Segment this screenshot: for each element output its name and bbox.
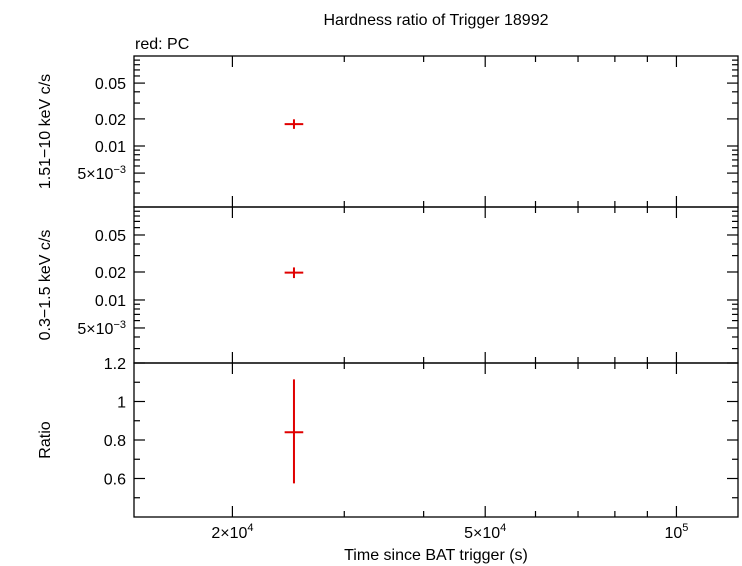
data-point — [284, 119, 304, 129]
x-tick-label-base: 10 — [482, 525, 500, 542]
panel-frame — [133, 362, 739, 518]
y-tick-label-text: 0.05 — [95, 228, 126, 245]
y-tick-label-text: 1.2 — [104, 356, 126, 373]
x-tick-label-exponent: 4 — [247, 522, 253, 534]
x-tick-label-base: 10 — [230, 525, 248, 542]
y-tick-label: 1.2 — [104, 356, 126, 373]
chart-subtitle: red: PC — [135, 36, 189, 53]
y-tick-label-text: 1 — [117, 395, 126, 412]
y-tick-label: 0.6 — [104, 472, 126, 489]
y-tick-label-text: 0.02 — [95, 265, 126, 282]
x-tick-label: 105 — [664, 522, 688, 542]
panel-2: 0.05 0.02 0.01 5×10−3 0.3−1.5 keV c/s — [37, 206, 739, 364]
y-tick-label-exponent: −3 — [113, 319, 126, 331]
x-tick-label-base: 10 — [664, 525, 682, 542]
y-tick-label-text: 0.6 — [104, 472, 126, 489]
y-axis-label: Ratio — [37, 421, 54, 458]
panel-frame — [133, 206, 739, 364]
y-tick-label: 5×10−3 — [77, 164, 126, 183]
y-tick-label: 0.01 — [95, 139, 126, 156]
y-tick-label: 0.02 — [95, 112, 126, 129]
x-tick-label-mantissa: 5 — [464, 525, 473, 542]
y-tick-label: 1 — [117, 395, 126, 412]
x-tick-label-times: × — [220, 525, 229, 542]
y-tick-label: 0.8 — [104, 433, 126, 450]
y-tick-label-text: 0.01 — [95, 139, 126, 156]
y-tick-label-text: 5×10 — [77, 321, 113, 338]
y-tick-label-text: 0.8 — [104, 433, 126, 450]
x-tick-label-exponent: 4 — [500, 522, 506, 534]
y-axis-label: 0.3−1.5 keV c/s — [37, 230, 54, 341]
y-tick-label: 0.02 — [95, 265, 126, 282]
y-tick-label: 5×10−3 — [77, 319, 126, 338]
y-tick-label: 0.05 — [95, 228, 126, 245]
x-axis-label: Time since BAT trigger (s) — [344, 547, 528, 564]
y-tick-label-text: 0.05 — [95, 76, 126, 93]
y-tick-label: 0.05 — [95, 76, 126, 93]
y-axis-label: 1.51−10 keV c/s — [37, 74, 54, 189]
panel-frame — [133, 55, 739, 208]
panel-3: 1.2 1 0.8 0.6 Ratio — [37, 356, 739, 518]
y-tick-label: 0.01 — [95, 293, 126, 310]
x-tick-labels: 2×104 5×104 105 — [211, 522, 688, 542]
chart-title: Hardness ratio of Trigger 18992 — [323, 12, 548, 29]
y-tick-label-text: 0.01 — [95, 293, 126, 310]
x-tick-label-times: × — [473, 525, 482, 542]
y-tick-label-exponent: −3 — [113, 164, 126, 176]
y-tick-label-text: 0.02 — [95, 112, 126, 129]
x-tick-label-exponent: 5 — [682, 522, 688, 534]
x-tick-label-mantissa: 2 — [211, 525, 220, 542]
x-tick-label: 5×104 — [464, 522, 506, 542]
data-point — [284, 379, 304, 484]
y-tick-label-text: 5×10 — [77, 166, 113, 183]
panel-1: 0.05 0.02 0.01 5×10−3 1.51−10 keV c/s — [37, 55, 739, 208]
x-tick-label: 2×104 — [211, 522, 253, 542]
data-point — [284, 267, 304, 279]
